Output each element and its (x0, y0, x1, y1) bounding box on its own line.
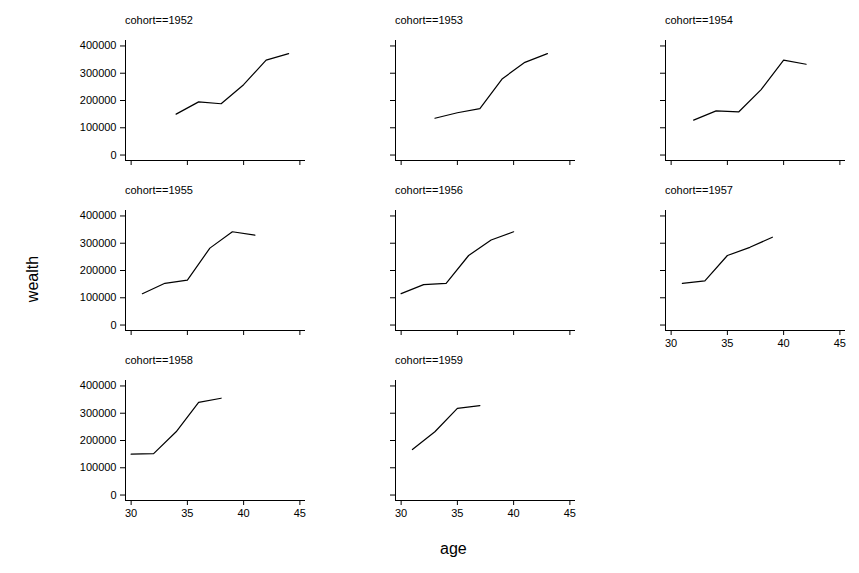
html-text:cohort==1959: cohort==1959 (395, 354, 463, 366)
svg-text:0: 0 (110, 149, 116, 161)
svg-text:100000: 100000 (80, 121, 117, 133)
svg-text:40: 40 (778, 337, 790, 349)
html-text:age: age (440, 540, 467, 557)
svg-text:45: 45 (294, 507, 306, 519)
svg-text:35: 35 (451, 507, 463, 519)
svg-text:45: 45 (564, 507, 576, 519)
svg-text:35: 35 (721, 337, 733, 349)
svg-text:30: 30 (665, 337, 677, 349)
svg-text:300000: 300000 (80, 237, 117, 249)
html-text:cohort==1956: cohort==1956 (395, 184, 463, 196)
html-text:cohort==1952: cohort==1952 (125, 14, 193, 26)
html-text:cohort==1957: cohort==1957 (665, 184, 733, 196)
svg-text:100000: 100000 (80, 291, 117, 303)
svg-text:0: 0 (110, 319, 116, 331)
svg-text:300000: 300000 (80, 407, 117, 419)
svg-text:30: 30 (125, 507, 137, 519)
svg-text:300000: 300000 (80, 67, 117, 79)
svg-text:200000: 200000 (80, 264, 117, 276)
svg-text:30: 30 (395, 507, 407, 519)
svg-text:40: 40 (508, 507, 520, 519)
svg-text:100000: 100000 (80, 461, 117, 473)
html-text:cohort==1955: cohort==1955 (125, 184, 193, 196)
html-text:cohort==1958: cohort==1958 (125, 354, 193, 366)
html-text:wealth: wealth (24, 255, 42, 303)
svg-text:35: 35 (181, 507, 193, 519)
svg-text:400000: 400000 (80, 379, 117, 391)
html-text:cohort==1953: cohort==1953 (395, 14, 463, 26)
html-text:cohort==1954: cohort==1954 (665, 14, 733, 26)
svg-text:0: 0 (110, 489, 116, 501)
svg-text:400000: 400000 (80, 39, 117, 51)
svg-text:40: 40 (238, 507, 250, 519)
svg-text:200000: 200000 (80, 434, 117, 446)
svg-text:45: 45 (834, 337, 846, 349)
svg-text:200000: 200000 (80, 94, 117, 106)
svg-text:400000: 400000 (80, 209, 117, 221)
